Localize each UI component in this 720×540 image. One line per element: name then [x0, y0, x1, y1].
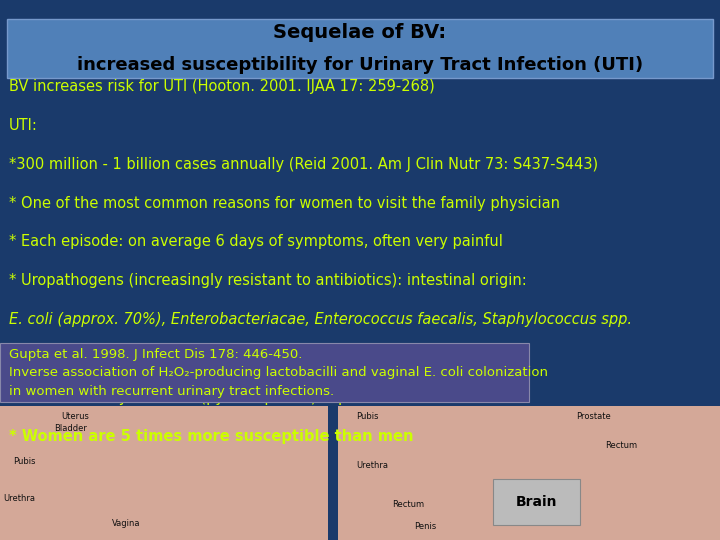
FancyBboxPatch shape [7, 19, 713, 78]
FancyBboxPatch shape [0, 406, 331, 540]
Text: Penis: Penis [414, 522, 436, 531]
Text: Urethra: Urethra [4, 494, 35, 503]
Text: Vagina: Vagina [112, 519, 140, 528]
Text: BV increases risk for UTI (Hooton. 2001. IJAA 17: 259-268): BV increases risk for UTI (Hooton. 2001.… [9, 79, 434, 94]
FancyBboxPatch shape [328, 406, 338, 540]
Text: kidney infection (pyelonephritis) → preterm birth: kidney infection (pyelonephritis) → pret… [9, 390, 436, 405]
Text: Brain: Brain [516, 495, 557, 509]
Text: UTI:: UTI: [9, 118, 37, 133]
Text: * Uropathogens (increasingly resistant to antibiotics): intestinal origin:: * Uropathogens (increasingly resistant t… [9, 273, 526, 288]
Text: * Each episode: on average 6 days of symptoms, often very painful: * Each episode: on average 6 days of sym… [9, 234, 503, 249]
Text: E. coli (approx. 70%), Enterobacteriacae, Enterococcus faecalis, Staphylococcus : E. coli (approx. 70%), Enterobacteriacae… [9, 312, 631, 327]
Text: Uterus: Uterus [61, 413, 89, 421]
Text: Pubis: Pubis [356, 413, 379, 421]
FancyBboxPatch shape [493, 479, 580, 525]
Text: Rectum: Rectum [392, 501, 425, 509]
Text: * Women are 5 times more susceptible than men: * Women are 5 times more susceptible tha… [9, 429, 413, 444]
Text: *300 million - 1 billion cases annually (Reid 2001. Am J Clin Nutr 73: S437-S443: *300 million - 1 billion cases annually … [9, 157, 598, 172]
Text: increased susceptibility for Urinary Tract Infection (UTI): increased susceptibility for Urinary Tra… [77, 56, 643, 74]
FancyBboxPatch shape [338, 406, 720, 540]
Text: Pubis: Pubis [13, 457, 35, 466]
FancyBboxPatch shape [0, 343, 529, 402]
Text: * One of the most common reasons for women to visit the family physician: * One of the most common reasons for wom… [9, 195, 559, 211]
Text: Bladder: Bladder [54, 424, 87, 433]
Text: in women with recurrent urinary tract infections.: in women with recurrent urinary tract in… [9, 384, 334, 397]
Text: Inverse association of H₂O₂-producing lactobacilli and vaginal E. coli colonizat: Inverse association of H₂O₂-producing la… [9, 366, 548, 379]
Text: Rectum: Rectum [605, 441, 637, 450]
Text: Prostate: Prostate [576, 413, 611, 421]
Text: Urethra: Urethra [356, 461, 388, 470]
Text: * Sequelae of UTI:  preterm birth: * Sequelae of UTI: preterm birth [9, 351, 248, 366]
Text: Sequelae of BV:: Sequelae of BV: [274, 23, 446, 42]
Text: Gupta et al. 1998. J Infect Dis 178: 446-450.: Gupta et al. 1998. J Infect Dis 178: 446… [9, 348, 302, 361]
